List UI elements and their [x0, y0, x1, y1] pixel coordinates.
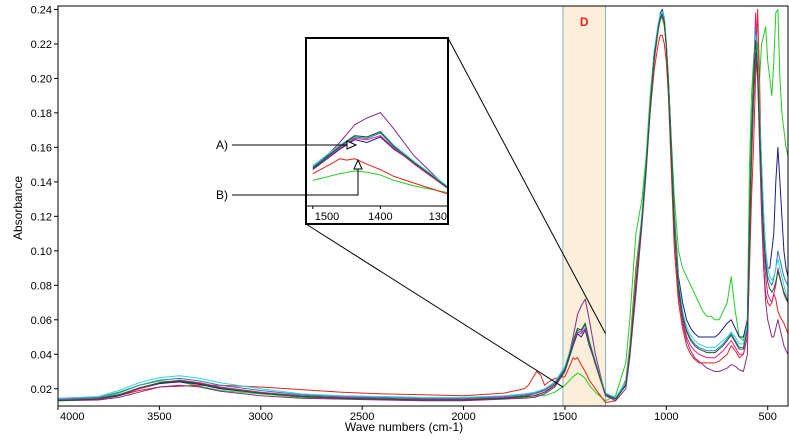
main-series-layer: [58, 8, 788, 404]
inset-series-line-5: [312, 135, 448, 190]
x-tick-label: 2500: [350, 411, 374, 423]
inset-x-tick-label: 1400: [368, 211, 392, 223]
highlight-band-d: [562, 5, 607, 407]
inset-x-tick-label: 1500: [315, 211, 339, 223]
x-axis: 4000 3500 3000 2500 2000 1500 1000 500: [57, 406, 777, 423]
highlight-band-label: D: [580, 15, 589, 29]
y-tick-label: 0.24: [31, 4, 52, 16]
series-line-2: [58, 8, 788, 404]
series-line-8: [58, 14, 788, 402]
annotation-b-label: B): [216, 188, 228, 202]
inset-background: [306, 38, 448, 224]
y-tick-label: 0.04: [31, 349, 52, 361]
y-tick-label: 0.12: [31, 211, 52, 223]
y-tick-label: 0.20: [31, 73, 52, 85]
y-tick-label: 0.16: [31, 142, 52, 154]
inset-connector-lines: [305, 37, 606, 388]
inset-series-layer: [312, 112, 448, 195]
annotation-a-label: A): [216, 138, 228, 152]
inset-frame: [305, 37, 449, 225]
x-tick-label: 1500: [553, 411, 577, 423]
inset-annotations: A) B): [216, 138, 363, 202]
y-tick-label: 0.10: [31, 246, 52, 258]
x-tick-label: 500: [759, 411, 777, 423]
annotation-a-arrowhead: [346, 140, 358, 150]
inset-x-tick-label: 130: [429, 211, 447, 223]
inset-connector-top: [447, 37, 606, 334]
annotation-b-arrowhead: [353, 158, 363, 170]
y-tick-label: 0.02: [31, 384, 52, 396]
inset-series-line-1: [312, 170, 448, 194]
inset-series-line-2: [312, 158, 448, 195]
y-axis: 0.02 0.04 0.06 0.08 0.10 0.12 0.14 0.16 0.18 0.20…: [31, 4, 58, 396]
y-tick-label: 0.06: [31, 315, 52, 327]
y-tick-label: 0.08: [31, 280, 52, 292]
x-tick-label: 3500: [147, 411, 171, 423]
plot-frame: [57, 5, 789, 407]
inset-series-line-4: [312, 112, 448, 189]
y-axis-title: Absorbance: [11, 176, 25, 240]
x-tick-label: 2000: [451, 411, 475, 423]
x-axis-title: Wave numbers (cm-1): [345, 420, 463, 434]
x-tick-label: 4000: [60, 411, 84, 423]
y-tick-label: 0.18: [31, 108, 52, 120]
y-tick-label: 0.14: [31, 177, 52, 189]
y-tick-label: 0.22: [31, 39, 52, 51]
annotation-b-arrow: [232, 168, 359, 196]
highlight-band-layer: D: [562, 5, 607, 407]
x-tick-label: 1000: [654, 411, 678, 423]
inset-connector-bottom: [305, 223, 564, 388]
x-tick-label: 3000: [249, 411, 273, 423]
inset-zoom-panel: 1500 1400 130: [305, 37, 449, 225]
